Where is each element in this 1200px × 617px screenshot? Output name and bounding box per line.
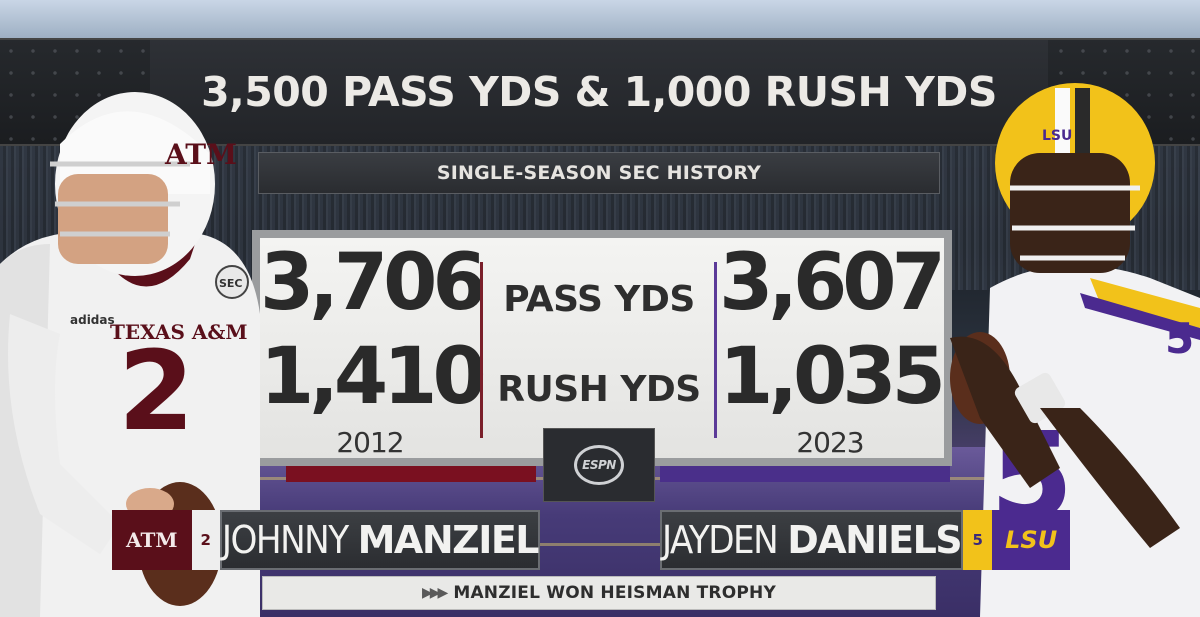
manziel-name: JOHNNY MANZIEL xyxy=(219,510,540,570)
purple-divider xyxy=(714,262,717,438)
network-bug: ESPN xyxy=(543,428,655,502)
daniels-pass-yds: 3,607 xyxy=(719,238,946,328)
manziel-number: 2 xyxy=(191,510,220,570)
purple-strip xyxy=(660,466,950,482)
maroon-strip xyxy=(286,466,536,482)
graphic-subtitle: SINGLE-SEASON SEC HISTORY xyxy=(436,162,762,184)
rush-yds-label: RUSH YDS xyxy=(497,369,701,410)
top-banner: 3,500 PASS YDS & 1,000 RUSH YDS xyxy=(0,38,1200,146)
jersey-school-text: TEXAS A&M xyxy=(110,320,248,344)
stat-labels: PASS YDS RUSH YDS xyxy=(482,238,716,458)
daniels-year: 2023 xyxy=(796,426,864,459)
stats-panel: 3,706 1,410 2012 PASS YDS RUSH YDS 3,607… xyxy=(252,230,952,466)
first-name: JOHNNY xyxy=(221,518,349,562)
daniels-number: 5 xyxy=(963,510,993,570)
jersey-number: 2 xyxy=(118,327,195,455)
texas-am-logo-icon: ATM xyxy=(112,510,192,570)
manziel-pass-yds: 3,706 xyxy=(260,238,487,328)
shoulder-number: 5 xyxy=(1165,314,1194,363)
pass-yds-label: PASS YDS xyxy=(503,279,695,320)
manziel-rush-yds: 1,410 xyxy=(260,332,487,422)
adidas-logo-icon: adidas xyxy=(70,313,115,327)
maroon-divider xyxy=(480,262,483,438)
last-name: MANZIEL xyxy=(357,518,540,562)
manziel-name-bar: ATM 2 JOHNNY MANZIEL xyxy=(112,510,540,570)
helmet-logo-icon: ATM xyxy=(164,138,237,171)
triple-arrow-icon: ▶▶▶ xyxy=(422,585,448,601)
manziel-stats: 3,706 1,410 2012 xyxy=(260,238,487,459)
sec-patch-icon: SEC xyxy=(219,277,243,290)
footnote-bar: ▶▶▶ MANZIEL WON HEISMAN TROPHY xyxy=(262,576,936,610)
daniels-name-bar: JAYDEN DANIELS 5 LSU xyxy=(660,510,1070,570)
manziel-year: 2012 xyxy=(336,426,404,459)
first-name: JAYDEN xyxy=(662,518,779,562)
graphic-title: 3,500 PASS YDS & 1,000 RUSH YDS xyxy=(201,68,997,116)
subtitle-bar: SINGLE-SEASON SEC HISTORY xyxy=(258,152,940,194)
espn-logo-icon: ESPN xyxy=(574,445,624,485)
footnote-text: MANZIEL WON HEISMAN TROPHY xyxy=(453,583,776,603)
lsu-logo-icon: LSU xyxy=(992,510,1070,570)
last-name: DANIELS xyxy=(787,518,962,562)
helmet-logo-icon: LSU xyxy=(1042,128,1072,144)
daniels-rush-yds: 1,035 xyxy=(719,332,946,422)
daniels-stats: 3,607 1,035 2023 xyxy=(716,238,946,459)
daniels-name: JAYDEN DANIELS xyxy=(660,510,964,570)
